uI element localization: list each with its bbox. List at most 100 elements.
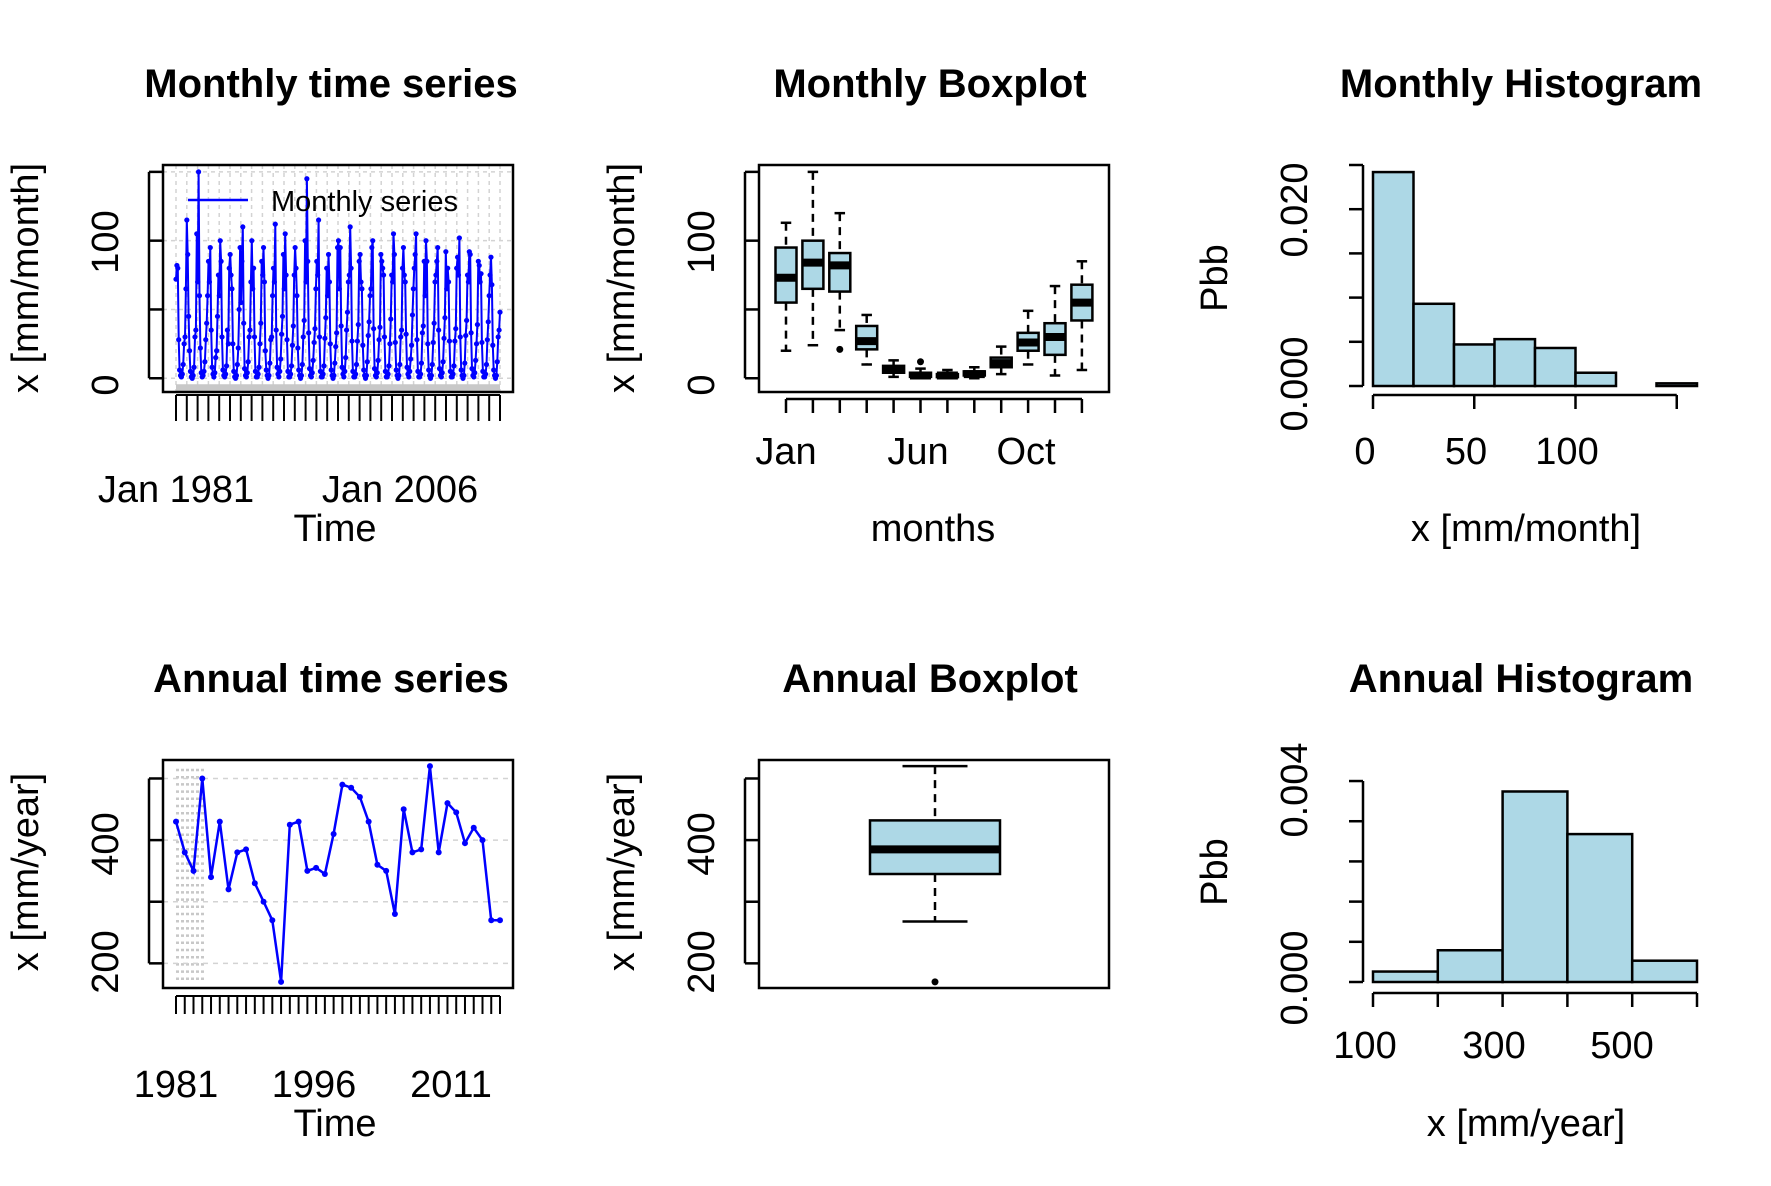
data-point (366, 319, 372, 325)
data-point (371, 366, 378, 372)
data-point (269, 293, 276, 299)
data-point (192, 334, 198, 340)
data-point (392, 339, 398, 346)
data-point (278, 356, 284, 362)
data-point (435, 849, 442, 856)
data-point (446, 338, 453, 344)
data-point (234, 361, 240, 368)
data-point (483, 361, 490, 368)
y-axis-label: x [mm/year] (5, 773, 47, 971)
data-point (190, 372, 196, 379)
x-tick-label: Oct (996, 431, 1056, 473)
data-point (380, 272, 387, 278)
data-point (235, 345, 241, 351)
data-point (280, 251, 286, 258)
data-point (320, 371, 326, 377)
chart-title: Annual time series (153, 657, 509, 701)
data-point (234, 849, 241, 856)
data-point (374, 861, 381, 868)
data-point (431, 320, 437, 326)
data-point (278, 331, 285, 337)
data-point (184, 217, 190, 223)
data-point (451, 363, 457, 369)
data-point (308, 374, 314, 380)
data-point (342, 368, 348, 374)
data-point (286, 821, 293, 828)
data-point (289, 342, 296, 348)
data-point (352, 371, 359, 377)
data-point (438, 374, 444, 380)
data-point (195, 279, 201, 285)
data-point (412, 251, 418, 258)
data-point (266, 372, 272, 379)
data-point (269, 917, 276, 924)
data-point (291, 272, 297, 278)
data-point (298, 372, 305, 379)
y-tick-label: 100 (85, 210, 127, 273)
data-point (419, 330, 425, 336)
data-point (432, 279, 438, 285)
data-point (418, 360, 425, 366)
x-tick-label: 300 (1462, 1025, 1525, 1067)
data-point (262, 348, 268, 354)
y-tick-label: 200 (681, 930, 723, 993)
outlier-point (836, 345, 844, 353)
data-point (409, 849, 416, 856)
data-point (206, 279, 212, 285)
data-point (409, 312, 416, 318)
data-point (456, 235, 462, 241)
data-point (370, 238, 376, 244)
data-point (274, 364, 280, 370)
data-point (258, 320, 264, 326)
data-point (490, 342, 496, 348)
data-point (339, 364, 345, 370)
data-point (410, 286, 416, 292)
data-point (417, 371, 424, 377)
y-tick-label: 400 (681, 812, 723, 875)
x-axis-label: x [mm/month] (1411, 508, 1641, 550)
data-point (497, 309, 503, 315)
data-point (306, 330, 312, 336)
data-point (316, 334, 323, 340)
data-point (454, 254, 461, 260)
data-point (181, 341, 187, 347)
data-point (475, 258, 481, 264)
data-point (224, 327, 231, 333)
data-point (408, 342, 415, 348)
data-point (217, 238, 223, 244)
data-point (263, 367, 269, 373)
histogram-bar (1574, 371, 1618, 388)
data-point (237, 244, 243, 251)
y-axis-label: x [mm/month] (601, 163, 643, 393)
data-point (323, 315, 329, 321)
x-tick-label: Jan (755, 431, 816, 473)
data-point (327, 341, 333, 347)
data-point (196, 293, 203, 299)
data-point (425, 341, 431, 347)
data-point (303, 279, 309, 285)
chart-title: Annual Histogram (1349, 657, 1693, 701)
data-point (219, 334, 225, 340)
data-point (199, 775, 206, 782)
data-point (193, 327, 199, 333)
data-point (368, 286, 374, 292)
data-point (474, 321, 481, 328)
chart-title: Monthly time series (144, 62, 517, 106)
data-point (313, 286, 319, 292)
data-point (236, 306, 242, 313)
data-point (238, 299, 244, 306)
data-point (309, 370, 315, 376)
data-point (191, 364, 197, 370)
data-point (348, 265, 354, 271)
data-point (321, 871, 328, 877)
data-point (293, 265, 299, 271)
data-point (495, 334, 501, 340)
data-point (202, 359, 208, 365)
data-point (255, 371, 261, 377)
chart-title: Annual Boxplot (782, 657, 1078, 701)
x-tick-label: 0 (1354, 431, 1375, 473)
data-point (386, 363, 392, 369)
x-tick-label: 500 (1590, 1025, 1653, 1067)
data-point (413, 231, 419, 237)
data-point (462, 360, 468, 366)
